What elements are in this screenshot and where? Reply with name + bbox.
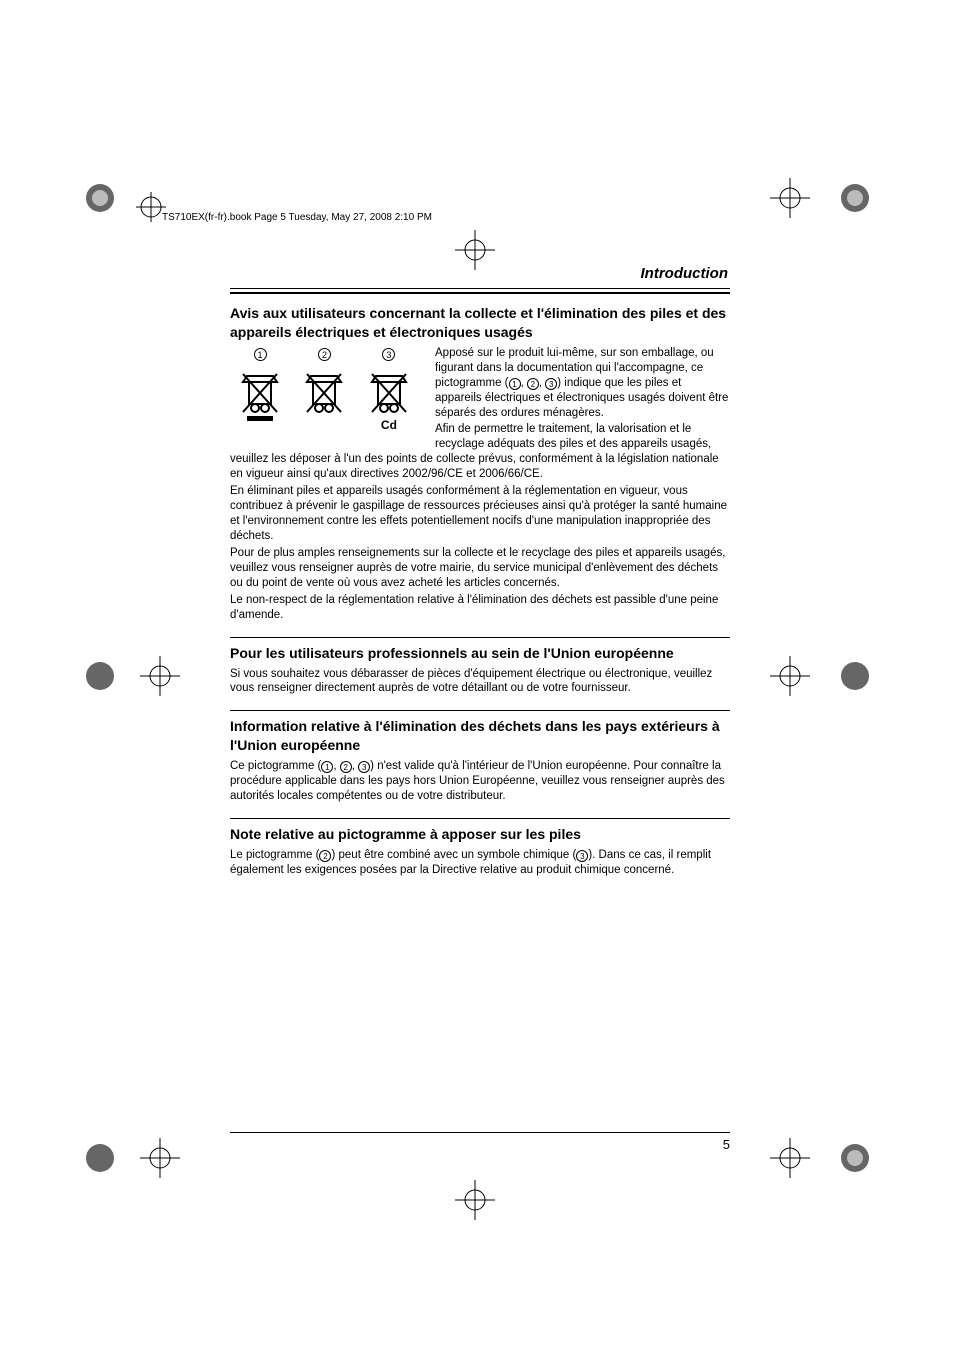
heading-2: Pour les utilisateurs professionnels au … — [230, 644, 730, 663]
weee-icon-1: 1 — [230, 346, 290, 422]
page-footer: 5 — [230, 1132, 730, 1152]
header-rule-thick — [230, 292, 730, 294]
cropmark-top-right-a — [770, 178, 810, 218]
inline-circled-2c: 2 — [319, 850, 331, 862]
inline-circled-2b: 2 — [340, 761, 352, 773]
paragraph-8: Le pictogramme (2) peut être combiné ave… — [230, 848, 730, 878]
cropmark-top-center — [455, 230, 495, 270]
paragraph-5: Le non-respect de la réglementation rela… — [230, 593, 730, 623]
inline-circled-1: 1 — [509, 378, 521, 390]
heading-4: Note relative au pictogramme à apposer s… — [230, 825, 730, 844]
inline-circled-2: 2 — [527, 378, 539, 390]
inline-circled-1b: 1 — [321, 761, 333, 773]
page-content: Introduction Avis aux utilisateurs conce… — [230, 265, 730, 880]
inline-circled-3c: 3 — [576, 850, 588, 862]
cropmark-bot-center — [455, 1180, 495, 1220]
page-number: 5 — [230, 1137, 730, 1152]
inline-circled-3: 3 — [545, 378, 557, 390]
circled-number-2: 2 — [318, 348, 331, 361]
cd-label: Cd — [359, 418, 419, 432]
heading-3: Information relative à l'élimination des… — [230, 717, 730, 755]
header-rule-thin — [230, 288, 730, 289]
inline-circled-3b: 3 — [358, 761, 370, 773]
paragraph-6: Si vous souhaitez vous débarasser de piè… — [230, 667, 730, 697]
cropmark-mid-right-a — [770, 656, 810, 696]
paragraph-3: En éliminant piles et appareils usagés c… — [230, 484, 730, 544]
weee-icon-2: 2 — [294, 346, 354, 416]
cropmark-bot-left-b — [140, 1138, 180, 1178]
cropmark-bot-right-a — [770, 1138, 810, 1178]
paragraph-7: Ce pictogramme (1, 2, 3) n'est valide qu… — [230, 759, 730, 804]
cropmark-bot-left-a — [80, 1138, 120, 1178]
cropmark-mid-left-b — [140, 656, 180, 696]
heading-1: Avis aux utilisateurs concernant la coll… — [230, 304, 730, 342]
circled-number-3: 3 — [382, 348, 395, 361]
weee-icon-row: 1 2 — [230, 346, 425, 432]
cropmark-mid-right-b — [835, 656, 875, 696]
separator-3 — [230, 818, 730, 819]
separator-2 — [230, 710, 730, 711]
cropmark-top-left — [80, 178, 120, 218]
separator-1 — [230, 637, 730, 638]
cropmark-top-right-b — [835, 178, 875, 218]
footer-rule — [230, 1132, 730, 1133]
book-header-line: TS710EX(fr-fr).book Page 5 Tuesday, May … — [162, 212, 432, 223]
circled-number-1: 1 — [254, 348, 267, 361]
paragraph-4: Pour de plus amples renseignements sur l… — [230, 546, 730, 591]
cropmark-bot-right-b — [835, 1138, 875, 1178]
weee-icon-3: 3 Cd — [359, 346, 419, 432]
cropmark-mid-left-a — [80, 656, 120, 696]
